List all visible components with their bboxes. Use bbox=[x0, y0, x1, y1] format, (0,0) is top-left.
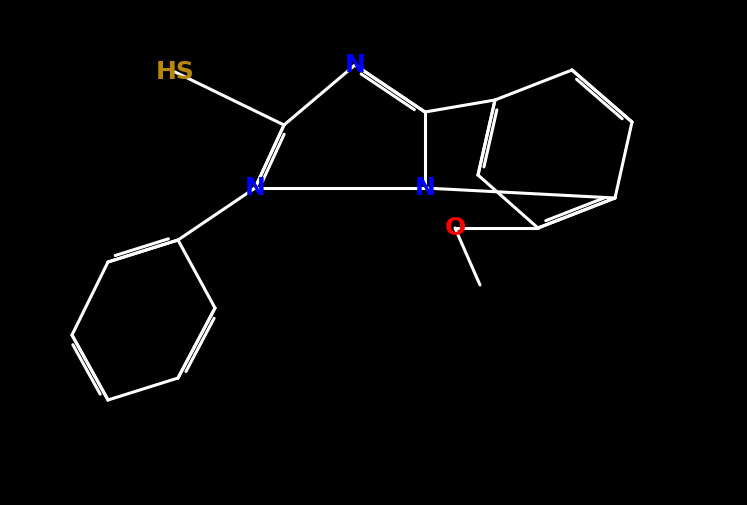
Text: N: N bbox=[244, 176, 265, 200]
Text: N: N bbox=[344, 53, 365, 77]
Text: HS: HS bbox=[155, 60, 194, 84]
Text: O: O bbox=[444, 216, 465, 240]
Text: N: N bbox=[415, 176, 436, 200]
